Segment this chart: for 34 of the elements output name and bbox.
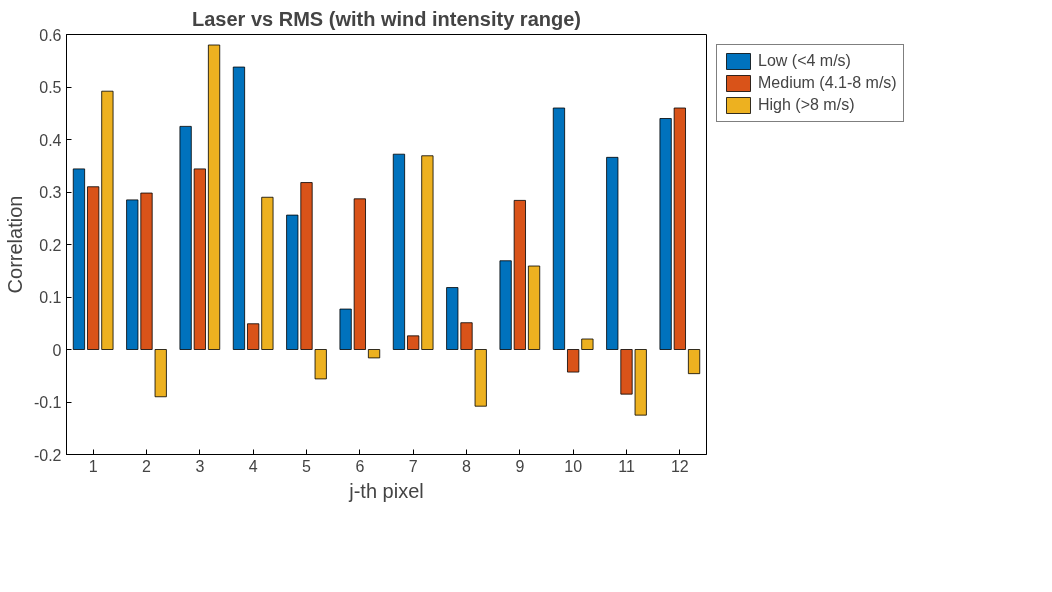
chart-title: Laser vs RMS (with wind intensity range)	[192, 7, 581, 30]
y-tick-label: -0.2	[33, 446, 62, 464]
y-tick-label: -0.1	[33, 394, 62, 411]
bar	[687, 349, 701, 375]
bar	[367, 349, 381, 359]
x-tick-label: 11	[618, 457, 635, 475]
legend-label: High (>8 m/s)	[758, 96, 855, 114]
x-tick-label: 12	[670, 457, 689, 475]
x-tick-label: 9	[515, 457, 525, 475]
x-tick-label: 7	[408, 457, 418, 475]
bar	[527, 265, 541, 350]
x-tick-label: 5	[302, 457, 312, 475]
y-tick-label: 0.1	[39, 289, 62, 306]
y-tick-label: 0.6	[39, 26, 62, 44]
x-tick-label: 3	[195, 457, 205, 475]
bar	[392, 153, 406, 350]
x-tick-label: 8	[462, 457, 472, 475]
x-tick-label: 6	[355, 457, 365, 475]
y-tick-label: 0.5	[39, 79, 62, 96]
x-axis-title: j-th pixel	[348, 479, 424, 502]
legend-label: Low (<4 m/s)	[758, 52, 851, 70]
x-tick-label: 10	[564, 457, 583, 475]
y-axis-title: Correlation	[3, 195, 26, 294]
x-tick-label: 1	[88, 457, 98, 475]
y-tick-label: 0.2	[39, 236, 62, 254]
legend-label: Medium (4.1-8 m/s)	[758, 74, 897, 92]
x-tick-label: 4	[248, 457, 258, 475]
y-tick-label: 0.3	[39, 184, 62, 201]
bar	[207, 44, 221, 350]
bar	[232, 66, 246, 350]
y-tick-label: 0.4	[39, 131, 62, 149]
y-tick-label: 0	[52, 341, 62, 359]
bar	[552, 107, 566, 350]
x-tick-label: 2	[142, 457, 152, 475]
